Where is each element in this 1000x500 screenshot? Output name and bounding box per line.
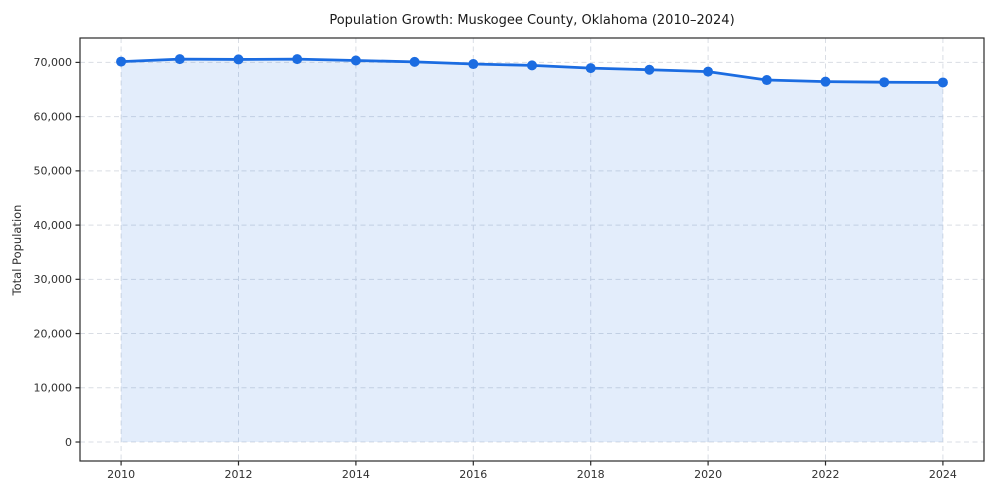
x-tick-label-2010: 2010 bbox=[107, 468, 135, 481]
y-tick-label-10000: 10,000 bbox=[34, 382, 73, 395]
data-point-2016 bbox=[468, 59, 479, 70]
x-tick-label-2020: 2020 bbox=[694, 468, 722, 481]
x-tick-label-2024: 2024 bbox=[929, 468, 957, 481]
data-point-2022 bbox=[820, 76, 831, 87]
data-point-2015 bbox=[409, 56, 420, 67]
data-point-2024 bbox=[937, 77, 948, 88]
data-point-2021 bbox=[761, 75, 772, 86]
x-tick-label-2018: 2018 bbox=[577, 468, 605, 481]
y-tick-label-20000: 20,000 bbox=[34, 327, 73, 340]
data-point-2010 bbox=[116, 56, 127, 67]
data-point-2017 bbox=[527, 60, 537, 71]
x-tick-label-2016: 2016 bbox=[459, 468, 487, 481]
y-tick-label-30000: 30,000 bbox=[34, 273, 73, 286]
x-tick-label-2012: 2012 bbox=[224, 468, 252, 481]
data-point-2019 bbox=[644, 64, 655, 75]
y-tick-label-40000: 40,000 bbox=[34, 219, 73, 232]
data-point-2020 bbox=[703, 66, 714, 77]
x-tick-label-2022: 2022 bbox=[812, 468, 840, 481]
data-point-2023 bbox=[879, 77, 890, 88]
area-fill bbox=[121, 59, 943, 443]
y-tick-label-70000: 70,000 bbox=[34, 56, 73, 69]
data-point-2013 bbox=[292, 54, 303, 65]
data-point-2012 bbox=[233, 54, 244, 65]
plot-border bbox=[79, 37, 985, 462]
data-point-2014 bbox=[350, 55, 361, 66]
y-tick-label-60000: 60,000 bbox=[34, 110, 73, 123]
y-tick-label-50000: 50,000 bbox=[34, 165, 73, 178]
chart-title: Population Growth: Muskogee County, Okla… bbox=[329, 13, 735, 28]
y-axis-label: Total Population bbox=[10, 204, 24, 296]
y-tick-label-0: 0 bbox=[65, 436, 72, 449]
data-point-2018 bbox=[585, 63, 596, 74]
data-point-2011 bbox=[174, 54, 185, 65]
x-tick-label-2014: 2014 bbox=[342, 468, 370, 481]
